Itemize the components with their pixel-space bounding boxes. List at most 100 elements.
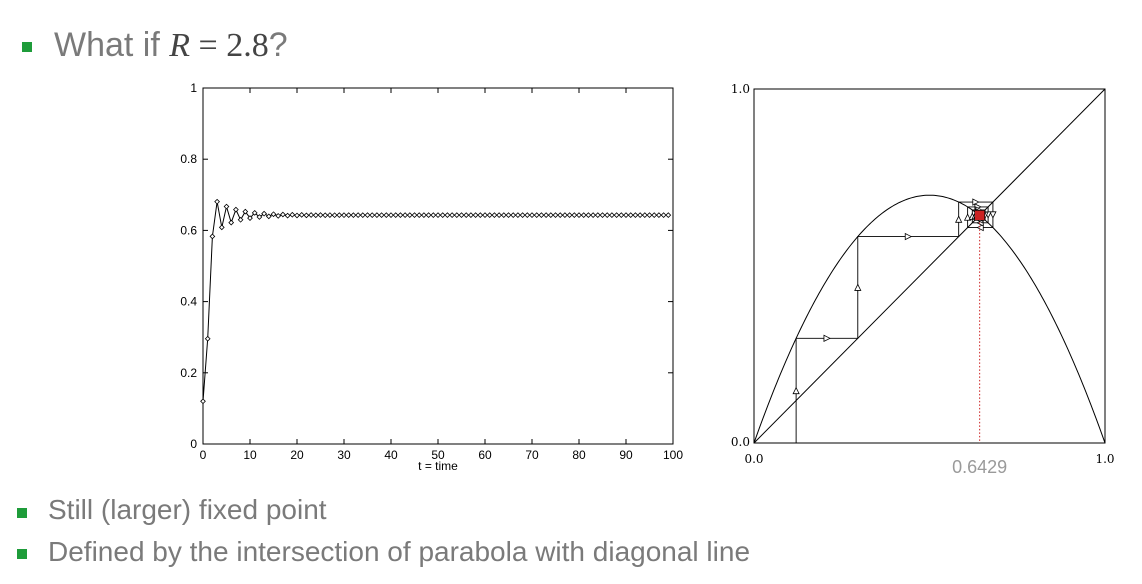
series-point	[436, 213, 441, 218]
series-point	[469, 213, 474, 218]
series-point	[563, 213, 568, 218]
series-point	[614, 213, 619, 218]
series-line	[203, 202, 668, 402]
series-point	[638, 213, 643, 218]
series-point	[577, 213, 582, 218]
series-point	[205, 336, 210, 341]
series-point	[511, 213, 516, 218]
series-point	[309, 213, 314, 218]
x-tick-label-left: 0.0	[744, 452, 763, 466]
series-point	[267, 214, 272, 219]
series-point	[473, 213, 478, 218]
series-point	[450, 213, 455, 218]
series-point	[229, 220, 234, 225]
y-tick-label: 0	[190, 437, 197, 451]
x-tick-label: 60	[478, 448, 492, 462]
series-point	[459, 213, 464, 218]
series-point	[314, 213, 319, 218]
series-point	[332, 213, 337, 218]
series-point	[295, 213, 300, 218]
series-point	[487, 213, 492, 218]
series-point	[210, 234, 215, 239]
time-series-chart: 0 10 20 30 40 50 60 70 80 90 10000.20.40.60.81t = …	[180, 81, 683, 473]
series-point	[379, 213, 384, 218]
series-point	[586, 213, 591, 218]
series-point	[596, 213, 601, 218]
series-point	[572, 213, 577, 218]
series-point	[666, 213, 671, 218]
series-point	[605, 213, 610, 218]
series-point	[652, 213, 657, 218]
series-point	[643, 213, 648, 218]
series-point	[497, 213, 502, 218]
series-point	[534, 213, 539, 218]
series-point	[323, 213, 328, 218]
series-point	[553, 213, 558, 218]
series-point	[628, 213, 633, 218]
fixed-point-marker	[975, 210, 985, 220]
series-point	[271, 212, 276, 217]
cobweb-path	[796, 202, 993, 443]
y-tick-label: 0.8	[180, 152, 197, 166]
y-tick-label: 0.6	[180, 223, 197, 237]
series-point	[361, 213, 366, 218]
x-tick-label: 0	[200, 448, 207, 462]
series-point	[290, 212, 295, 217]
series-point	[619, 213, 624, 218]
series-point	[201, 399, 206, 404]
series-point	[224, 204, 229, 209]
series-point	[516, 213, 521, 218]
series-point	[558, 213, 563, 218]
x-tick-label-right: 1.0	[1095, 452, 1114, 466]
series-point	[393, 213, 398, 218]
series-point	[657, 213, 662, 218]
x-tick-label: 80	[572, 448, 586, 462]
series-point	[299, 213, 304, 218]
bullet-marker-2	[17, 549, 27, 559]
series-point	[506, 213, 511, 218]
series-point	[238, 217, 243, 222]
series-point	[234, 207, 239, 212]
x-tick-label: 90	[619, 448, 633, 462]
series-point	[328, 213, 333, 218]
series-point	[412, 213, 417, 218]
fixed-point-label: 0.6429	[952, 457, 1007, 477]
cobweb-arrow-vertical	[793, 388, 799, 394]
y-tick-label: 0.2	[180, 366, 197, 380]
series-point	[567, 213, 572, 218]
x-tick-label: 30	[337, 448, 351, 462]
series-point	[426, 213, 431, 218]
x-tick-label: 20	[290, 448, 304, 462]
cobweb-arrow-horizontal	[824, 335, 830, 341]
series-point	[633, 213, 638, 218]
series-point	[520, 213, 525, 218]
cobweb-arrow-horizontal	[905, 234, 911, 240]
y-tick-label: 1	[190, 81, 197, 95]
series-point	[408, 213, 413, 218]
series-point	[539, 213, 544, 218]
series-point	[417, 213, 422, 218]
series-point	[478, 213, 483, 218]
series-point	[375, 213, 380, 218]
series-point	[351, 213, 356, 218]
series-point	[549, 213, 554, 218]
bullet-text-2: Defined by the intersection of parabola …	[48, 536, 750, 568]
y-tick-label: 0.4	[180, 295, 197, 309]
cobweb-arrow-vertical	[956, 216, 962, 222]
series-point	[220, 225, 225, 230]
series-point	[337, 213, 342, 218]
y-tick-label-top: 1.0	[731, 82, 750, 96]
series-point	[318, 213, 323, 218]
series-point	[445, 213, 450, 218]
series-point	[483, 213, 488, 218]
series-point	[464, 213, 469, 218]
series-point	[600, 213, 605, 218]
series-point	[544, 213, 549, 218]
series-point	[581, 213, 586, 218]
series-point	[647, 213, 652, 218]
time-series-frame	[203, 88, 673, 444]
series-point	[370, 213, 375, 218]
x-tick-label: 40	[384, 448, 398, 462]
series-point	[389, 213, 394, 218]
x-tick-label: 100	[663, 448, 683, 462]
